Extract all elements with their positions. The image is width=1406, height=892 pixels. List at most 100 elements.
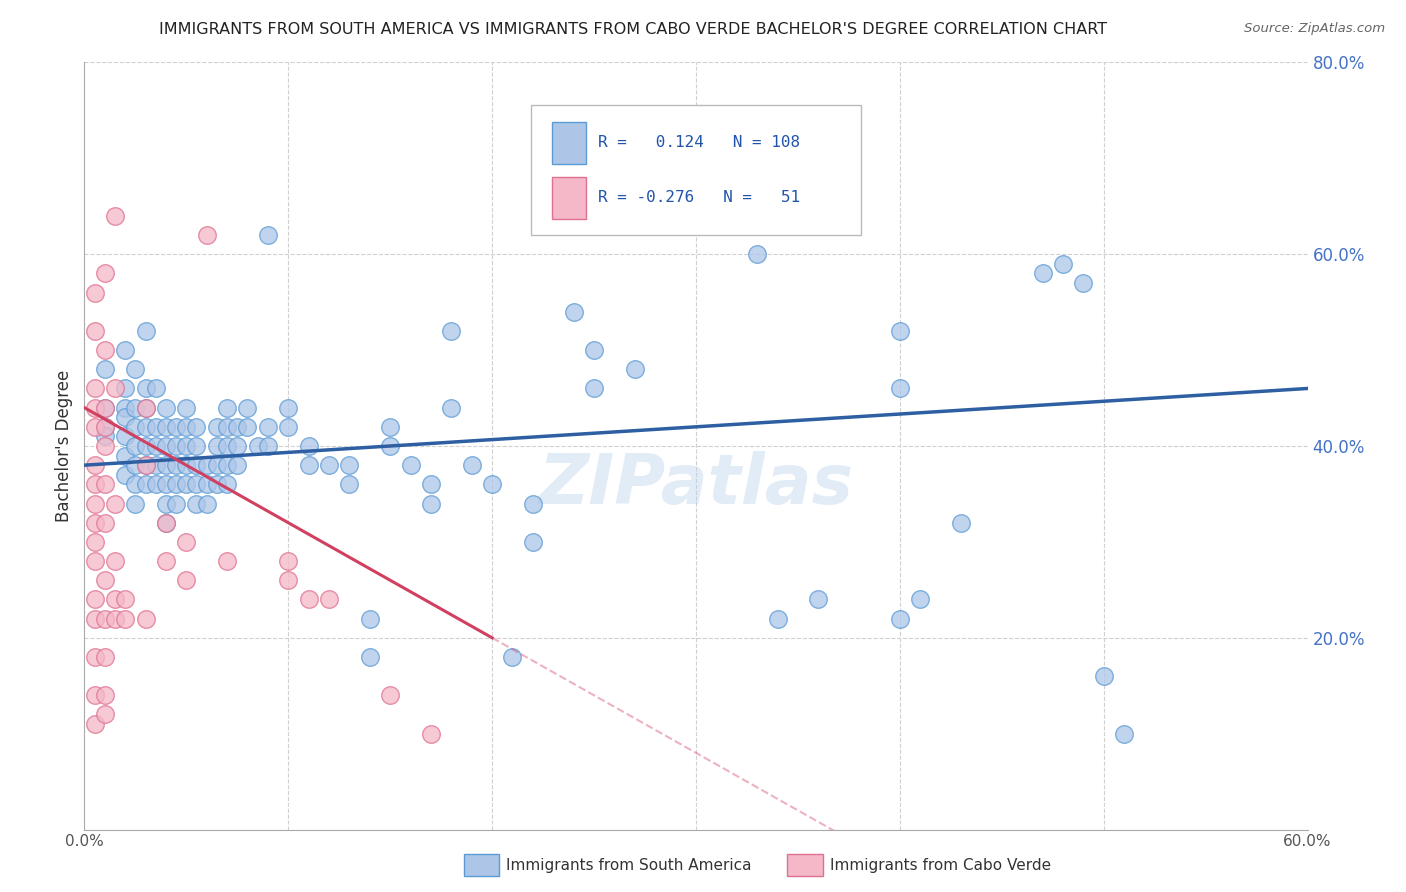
Point <box>766 612 789 626</box>
Point <box>155 516 177 530</box>
Point <box>155 439 177 453</box>
Point <box>135 458 157 473</box>
Point <box>114 612 136 626</box>
Text: Immigrants from Cabo Verde: Immigrants from Cabo Verde <box>830 858 1050 872</box>
Point <box>124 477 146 491</box>
Point <box>83 285 105 300</box>
Point <box>83 592 105 607</box>
Point <box>114 449 136 463</box>
Text: IMMIGRANTS FROM SOUTH AMERICA VS IMMIGRANTS FROM CABO VERDE BACHELOR'S DEGREE CO: IMMIGRANTS FROM SOUTH AMERICA VS IMMIGRA… <box>159 22 1107 37</box>
Point <box>226 439 249 453</box>
Point <box>889 612 911 626</box>
Point <box>420 477 443 491</box>
Point <box>226 458 249 473</box>
Point <box>339 458 361 473</box>
Point <box>135 439 157 453</box>
Point <box>205 439 228 453</box>
Point <box>104 612 127 626</box>
Point <box>124 439 146 453</box>
Point <box>186 458 208 473</box>
Point <box>93 439 115 453</box>
Point <box>440 401 463 415</box>
Point <box>747 247 769 261</box>
Point <box>522 496 544 510</box>
Point <box>195 228 218 243</box>
Point <box>83 689 105 703</box>
Point <box>93 420 115 434</box>
Point <box>135 382 157 396</box>
Point <box>257 228 280 243</box>
Point <box>155 554 177 568</box>
Point <box>135 477 157 491</box>
Point <box>135 612 157 626</box>
Point <box>420 496 443 510</box>
Point <box>226 420 249 434</box>
Point <box>83 324 105 338</box>
Point <box>114 382 136 396</box>
Point <box>298 592 321 607</box>
Point <box>83 649 105 664</box>
Point <box>277 574 299 588</box>
Point <box>135 458 157 473</box>
Point <box>93 516 115 530</box>
Point <box>104 209 127 223</box>
Point <box>124 458 146 473</box>
Point <box>889 324 911 338</box>
Point <box>114 429 136 443</box>
Point <box>186 496 208 510</box>
Point <box>725 170 748 185</box>
Point <box>83 477 105 491</box>
Point <box>910 592 932 607</box>
Point <box>83 458 105 473</box>
Point <box>83 535 105 549</box>
Point <box>318 458 340 473</box>
Point <box>83 717 105 731</box>
Point <box>155 420 177 434</box>
Point <box>124 420 146 434</box>
Point <box>420 726 443 740</box>
Point <box>359 612 381 626</box>
Point <box>583 343 606 358</box>
Point <box>93 689 115 703</box>
Point <box>174 458 197 473</box>
Point <box>165 477 187 491</box>
Point <box>104 496 127 510</box>
Point <box>135 401 157 415</box>
Point <box>165 496 187 510</box>
Point <box>277 401 299 415</box>
Point <box>145 458 167 473</box>
Point <box>83 420 105 434</box>
Point <box>380 439 402 453</box>
Point <box>93 649 115 664</box>
Point <box>440 324 463 338</box>
Point <box>205 458 228 473</box>
Point <box>114 410 136 425</box>
Point <box>665 132 688 146</box>
Point <box>124 362 146 376</box>
Point <box>104 382 127 396</box>
Point <box>706 189 728 203</box>
Point <box>644 132 666 146</box>
Point <box>217 439 239 453</box>
Point <box>236 401 259 415</box>
Point <box>950 516 973 530</box>
Point <box>359 649 381 664</box>
Point <box>93 266 115 280</box>
Point <box>93 401 115 415</box>
Point <box>217 420 239 434</box>
Point <box>104 592 127 607</box>
Point <box>135 401 157 415</box>
Point <box>93 343 115 358</box>
Point <box>83 516 105 530</box>
Point <box>83 612 105 626</box>
Point <box>889 382 911 396</box>
Point <box>114 592 136 607</box>
Point <box>318 592 340 607</box>
Point <box>502 649 524 664</box>
Point <box>83 382 105 396</box>
Point <box>93 612 115 626</box>
Point <box>1032 266 1054 280</box>
Point <box>1073 276 1095 290</box>
Point <box>217 401 239 415</box>
Point <box>165 439 187 453</box>
